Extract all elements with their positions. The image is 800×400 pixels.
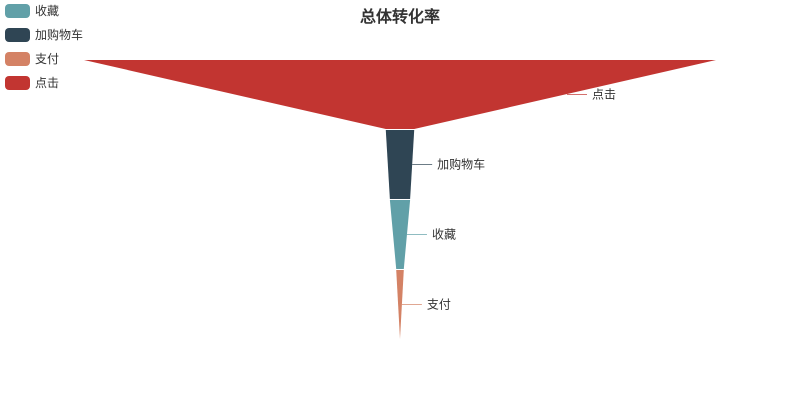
funnel-segment-1[interactable] (386, 130, 414, 199)
stage-label-2: 收藏 (432, 228, 456, 242)
stage-label-3: 支付 (427, 298, 451, 312)
funnel-segment-0[interactable] (84, 60, 716, 129)
stage-label-0: 点击 (592, 88, 616, 102)
stage-label-1: 加购物车 (437, 157, 485, 172)
